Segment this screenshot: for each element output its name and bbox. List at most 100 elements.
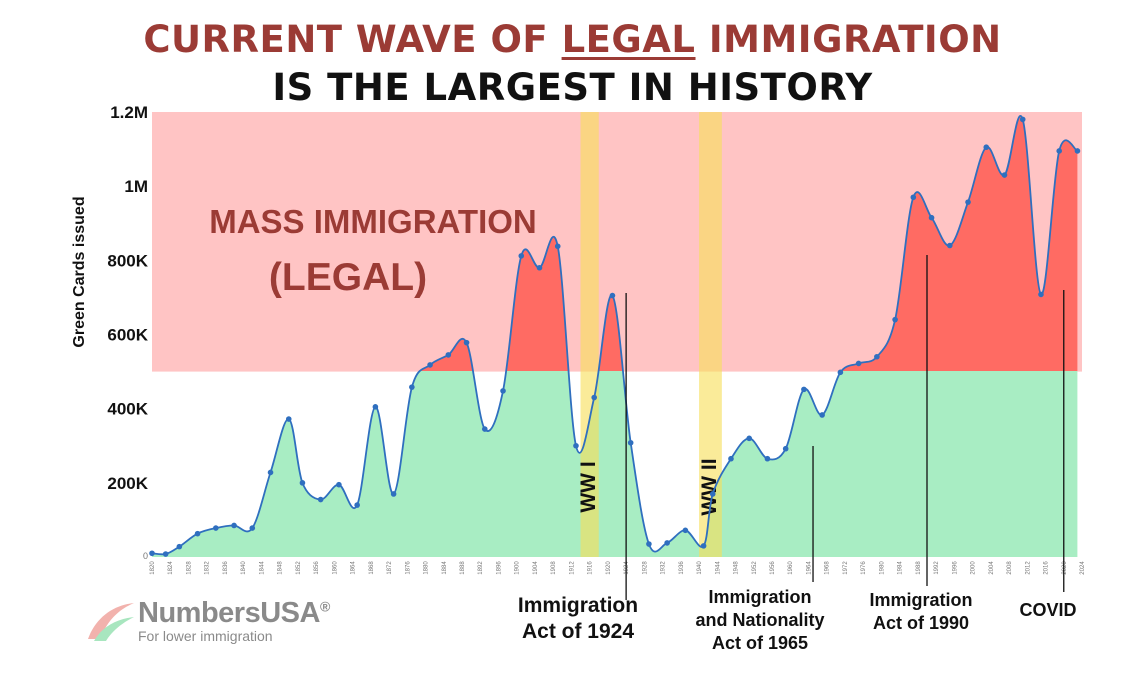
y-tick-label: 1.2M <box>110 103 148 122</box>
annotation-text: Immigration <box>869 590 972 610</box>
data-point <box>481 426 488 432</box>
data-point <box>231 522 237 529</box>
x-tick-label: 1936 <box>679 561 685 575</box>
x-tick-label: 1856 <box>314 561 320 575</box>
data-point <box>1056 148 1063 154</box>
title-highlight: LEGAL <box>561 18 696 61</box>
data-point <box>764 455 771 462</box>
x-tick-label: 1948 <box>734 561 740 575</box>
data-point <box>194 530 201 537</box>
y-tick-label: 600K <box>107 326 148 345</box>
x-tick-label: 1904 <box>533 561 539 575</box>
data-point <box>409 384 415 390</box>
x-tick-label: 1848 <box>278 561 284 575</box>
y-tick-label: 1M <box>124 177 148 196</box>
data-point <box>390 491 397 497</box>
logo-trademark: ® <box>319 598 330 615</box>
x-tick-label: 1908 <box>551 561 557 575</box>
area-below-threshold <box>152 371 1078 557</box>
logo-swoosh-icon <box>88 603 134 641</box>
data-point <box>709 491 716 497</box>
x-tick-label: 1932 <box>661 561 667 575</box>
numbersusa-logo: NumbersUSA® For lower immigration <box>86 597 366 647</box>
data-point <box>285 416 292 422</box>
x-tick-label: 2000 <box>971 561 977 575</box>
x-tick-label: 1840 <box>241 561 247 575</box>
x-tick-label: 1828 <box>186 561 192 575</box>
x-tick-label: 1992 <box>934 561 940 575</box>
area-above-threshold <box>419 115 1078 371</box>
series-line <box>151 115 1078 556</box>
data-point <box>249 525 256 531</box>
data-point <box>149 550 155 557</box>
data-point <box>1019 116 1026 123</box>
data-point <box>427 362 433 368</box>
title-suffix: IMMIGRATION <box>695 18 1002 61</box>
x-tick-label: 1988 <box>916 561 922 575</box>
data-point <box>892 316 898 323</box>
chart-title: CURRENT WAVE OF LEGAL IMMIGRATION <box>0 18 1145 61</box>
data-point <box>299 480 306 486</box>
data-point <box>463 339 470 346</box>
y-axis-label: Green Cards issued <box>71 196 88 347</box>
data-point <box>946 242 953 249</box>
data-point <box>965 199 971 205</box>
x-tick-label: 1892 <box>478 561 484 575</box>
data-point <box>837 369 844 376</box>
x-tick-label: 1968 <box>825 561 831 575</box>
x-tick-label: 1976 <box>861 561 867 575</box>
annotation-text: Immigration <box>708 587 811 607</box>
x-tick-label: 2020 <box>1062 561 1068 575</box>
x-tick-label: 1820 <box>150 561 156 575</box>
annotation-text: COVID <box>1019 600 1076 620</box>
x-tick-label: 1860 <box>332 561 338 575</box>
data-point <box>728 455 734 462</box>
x-tick-label: 1984 <box>898 561 904 575</box>
x-tick-label: 2016 <box>1044 561 1050 575</box>
x-tick-label: 1928 <box>642 561 648 575</box>
x-tick-label: 1944 <box>715 561 721 575</box>
x-tick-label: 1960 <box>788 561 794 575</box>
x-tick-label: 1900 <box>515 561 521 575</box>
x-tick-label: 1940 <box>697 561 703 575</box>
data-point <box>855 360 862 367</box>
war-band-2 <box>699 112 722 557</box>
x-tick-label: 1924 <box>624 561 630 575</box>
zone-label-line2: (LEGAL) <box>269 256 427 299</box>
logo-tagline: For lower immigration <box>138 628 273 644</box>
x-tick-label: 1916 <box>588 561 594 575</box>
data-point <box>801 386 807 393</box>
x-tick-label: 1896 <box>496 561 502 575</box>
data-point <box>782 445 789 452</box>
x-tick-label: 2004 <box>989 561 995 575</box>
data-point <box>700 543 707 549</box>
data-point <box>983 144 990 151</box>
x-tick-label: 1912 <box>569 561 575 575</box>
data-point <box>819 412 825 418</box>
data-point <box>354 502 360 508</box>
annotation-text: Act of 1924 <box>522 620 634 643</box>
data-point <box>910 194 917 201</box>
data-point <box>518 253 525 259</box>
logo-name: NumbersUSA® <box>138 597 330 630</box>
annotation-text: and Nationality <box>695 610 824 630</box>
data-point <box>372 404 379 410</box>
y-tick-label: 200K <box>107 474 148 493</box>
war-label-2: WW II <box>698 458 721 515</box>
x-tick-label: 1972 <box>843 561 849 575</box>
data-point <box>500 388 506 394</box>
data-point <box>176 543 183 550</box>
chart-subtitle: IS THE LARGEST IN HISTORY <box>272 66 873 109</box>
war-label-1: WW I <box>577 461 600 512</box>
x-tick-label: 1876 <box>405 561 411 575</box>
data-point <box>928 214 935 221</box>
x-tick-label: 1872 <box>387 561 393 575</box>
data-point <box>664 540 670 546</box>
data-point <box>267 469 274 476</box>
x-tick-label: 1920 <box>606 561 612 575</box>
x-tick-label: 1852 <box>296 561 302 575</box>
y-tick-label: 0 <box>143 551 148 561</box>
x-tick-label: 1888 <box>460 561 466 575</box>
x-tick-label: 1832 <box>205 561 211 575</box>
annotation-text: Act of 1990 <box>873 613 969 633</box>
